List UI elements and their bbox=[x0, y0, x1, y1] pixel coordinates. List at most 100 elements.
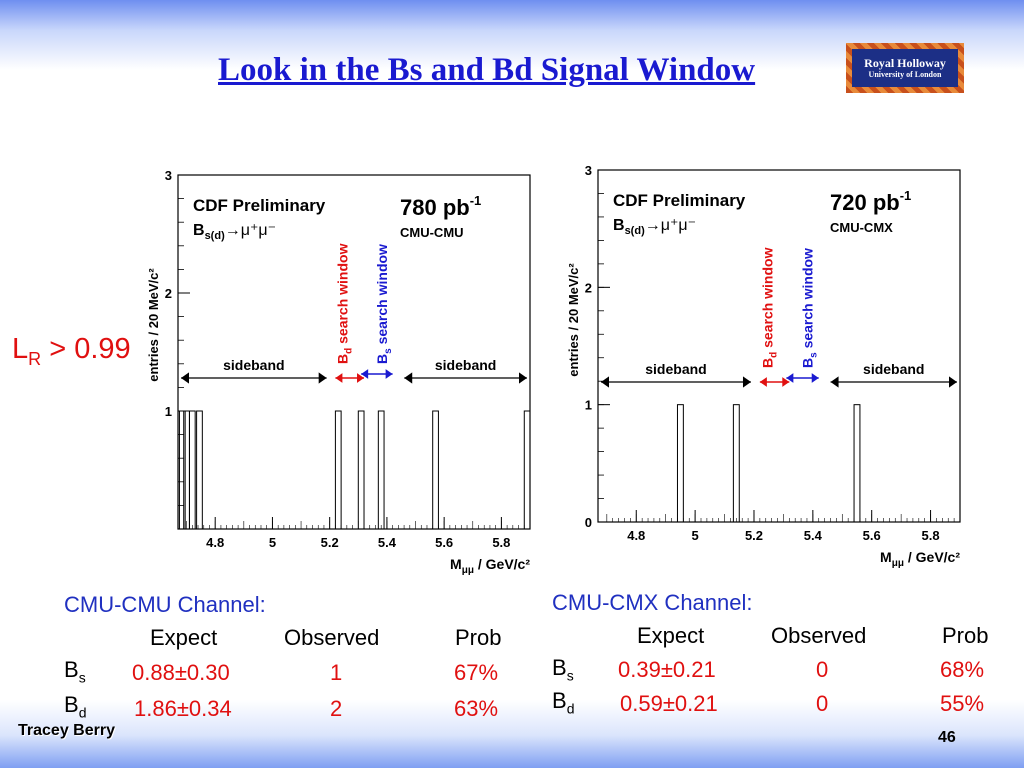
header-observed: Observed bbox=[771, 623, 867, 648]
x-tick-label: 5.8 bbox=[922, 528, 940, 543]
prob-value: 68% bbox=[940, 657, 985, 682]
x-axis-title: Mμμ / GeV/c² bbox=[450, 556, 530, 576]
y-tick-label: 2 bbox=[165, 286, 172, 301]
x-tick-label: 5 bbox=[692, 528, 699, 543]
x-tick-label: 5.4 bbox=[804, 528, 823, 543]
row-label-main: B bbox=[552, 688, 567, 713]
y-axis-title: entries / 20 MeV/c² bbox=[566, 263, 581, 377]
bd-window-arrows bbox=[335, 373, 365, 383]
row-label-sub: d bbox=[566, 700, 575, 717]
row-label-main: B bbox=[64, 657, 79, 682]
prob-value: 63% bbox=[454, 696, 499, 721]
observed-value: 0 bbox=[816, 657, 829, 682]
plot-frame bbox=[597, 169, 961, 523]
likelihood-cut-label: LR > 0.99 bbox=[12, 333, 131, 370]
plot-header: CDF Preliminary bbox=[613, 191, 746, 210]
bs-search-window-label: Bs search window bbox=[374, 244, 394, 364]
lr-main: L bbox=[12, 333, 29, 365]
process-label: Bs(d)→μ⁺μ⁻ bbox=[613, 217, 696, 237]
page-number: 46 bbox=[938, 729, 956, 746]
lr-rest: > 0.99 bbox=[41, 333, 131, 365]
row-label-main: B bbox=[64, 692, 79, 717]
bs-window-arrows bbox=[786, 373, 819, 383]
expect-value: 0.39±0.21 bbox=[618, 657, 716, 682]
logo-line2: University of London bbox=[868, 69, 942, 79]
prob-value: 67% bbox=[454, 660, 499, 685]
row-label-sub: s bbox=[78, 669, 86, 686]
event-bar bbox=[377, 410, 385, 530]
bd-window-arrows bbox=[759, 377, 790, 387]
observed-value: 0 bbox=[816, 691, 829, 716]
channel-tag: CMU-CMU bbox=[400, 225, 464, 240]
bs-search-window-label: Bs search window bbox=[800, 248, 820, 368]
sideband-high-label: sideband bbox=[435, 357, 496, 373]
bs-window-arrows bbox=[361, 369, 393, 379]
x-tick-label: 5.2 bbox=[321, 535, 339, 550]
header-expect: Expect bbox=[150, 625, 218, 650]
y-tick-label: 3 bbox=[165, 168, 172, 183]
x-tick-label: 5.6 bbox=[863, 528, 881, 543]
event-bar bbox=[188, 410, 196, 530]
y-axis-title: entries / 20 MeV/c² bbox=[146, 268, 161, 382]
channel-title-left: CMU-CMU Channel: bbox=[64, 592, 266, 617]
expect-value: 1.86±0.34 bbox=[134, 696, 232, 721]
row-label-sub: s bbox=[566, 667, 574, 684]
y-tick-label: 1 bbox=[585, 398, 592, 413]
event-bar bbox=[432, 410, 439, 530]
row-label-bd: Bd bbox=[64, 692, 86, 720]
row-label-bd: Bd bbox=[552, 688, 574, 716]
logo-line1: Royal Holloway bbox=[864, 55, 946, 70]
bd-search-window-label: Bd search window bbox=[760, 247, 780, 368]
row-label-bs: Bs bbox=[552, 655, 574, 683]
x-tick-label: 4.8 bbox=[206, 535, 224, 550]
university-logo: Royal Holloway University of London bbox=[846, 43, 964, 93]
expect-value: 0.59±0.21 bbox=[620, 691, 718, 716]
plot-frame bbox=[177, 174, 531, 530]
event-bar bbox=[196, 410, 203, 530]
event-bar bbox=[853, 404, 861, 523]
event-bar bbox=[523, 410, 531, 530]
x-tick-label: 5.8 bbox=[492, 535, 510, 550]
slide-title: Look in the Bs and Bd Signal Window bbox=[218, 52, 756, 88]
sideband-low-label: sideband bbox=[223, 357, 284, 373]
luminosity-label: 720 pb-1 bbox=[830, 188, 911, 215]
observed-value: 1 bbox=[330, 660, 343, 685]
header-expect: Expect bbox=[637, 623, 705, 648]
sideband-high-label: sideband bbox=[863, 361, 924, 377]
row-label-sub: d bbox=[78, 704, 87, 721]
y-tick-label: 0 bbox=[585, 515, 592, 530]
x-tick-label: 5.2 bbox=[745, 528, 763, 543]
header-observed: Observed bbox=[284, 625, 380, 650]
process-label: Bs(d)→μ⁺μ⁻ bbox=[193, 222, 276, 242]
event-bar bbox=[357, 410, 365, 530]
prob-value: 55% bbox=[940, 691, 985, 716]
footer-author: Tracey Berry bbox=[18, 722, 115, 739]
plot-header: CDF Preliminary bbox=[193, 196, 326, 215]
y-tick-label: 2 bbox=[585, 280, 592, 295]
event-bar bbox=[732, 404, 740, 523]
x-tick-label: 5.4 bbox=[378, 535, 397, 550]
row-label-bs: Bs bbox=[64, 657, 86, 685]
channel-title-right: CMU-CMX Channel: bbox=[552, 590, 753, 615]
event-bar bbox=[178, 410, 186, 530]
sideband-low-label: sideband bbox=[645, 361, 706, 377]
x-tick-label: 4.8 bbox=[627, 528, 645, 543]
observed-value: 2 bbox=[330, 696, 343, 721]
luminosity-label: 780 pb-1 bbox=[400, 193, 481, 220]
header-prob: Prob bbox=[942, 623, 989, 648]
x-axis-title: Mμμ / GeV/c² bbox=[880, 549, 960, 569]
event-bar bbox=[676, 404, 684, 523]
lr-sub: R bbox=[28, 348, 42, 369]
y-tick-label: 1 bbox=[165, 404, 172, 419]
histogram-cmu-cmx: 0 1 2 3 4.8 5 5.2 5.4 5.6 5.8 CDF Preliminary Bs(d)… bbox=[566, 163, 961, 569]
histogram-cmu-cmu: 1 2 3 4.8 5 5.2 5.4 5.6 5.8 CDF Preliminary Bs(d)→… bbox=[146, 168, 531, 576]
expect-value: 0.88±0.30 bbox=[132, 660, 230, 685]
x-tick-label: 5.6 bbox=[435, 535, 453, 550]
header-prob: Prob bbox=[455, 625, 502, 650]
y-tick-label: 3 bbox=[585, 163, 592, 178]
x-tick-label: 5 bbox=[269, 535, 276, 550]
bd-search-window-label: Bd search window bbox=[335, 243, 355, 364]
channel-tag: CMU-CMX bbox=[830, 220, 893, 235]
event-bar bbox=[334, 410, 342, 530]
row-label-main: B bbox=[552, 655, 567, 680]
